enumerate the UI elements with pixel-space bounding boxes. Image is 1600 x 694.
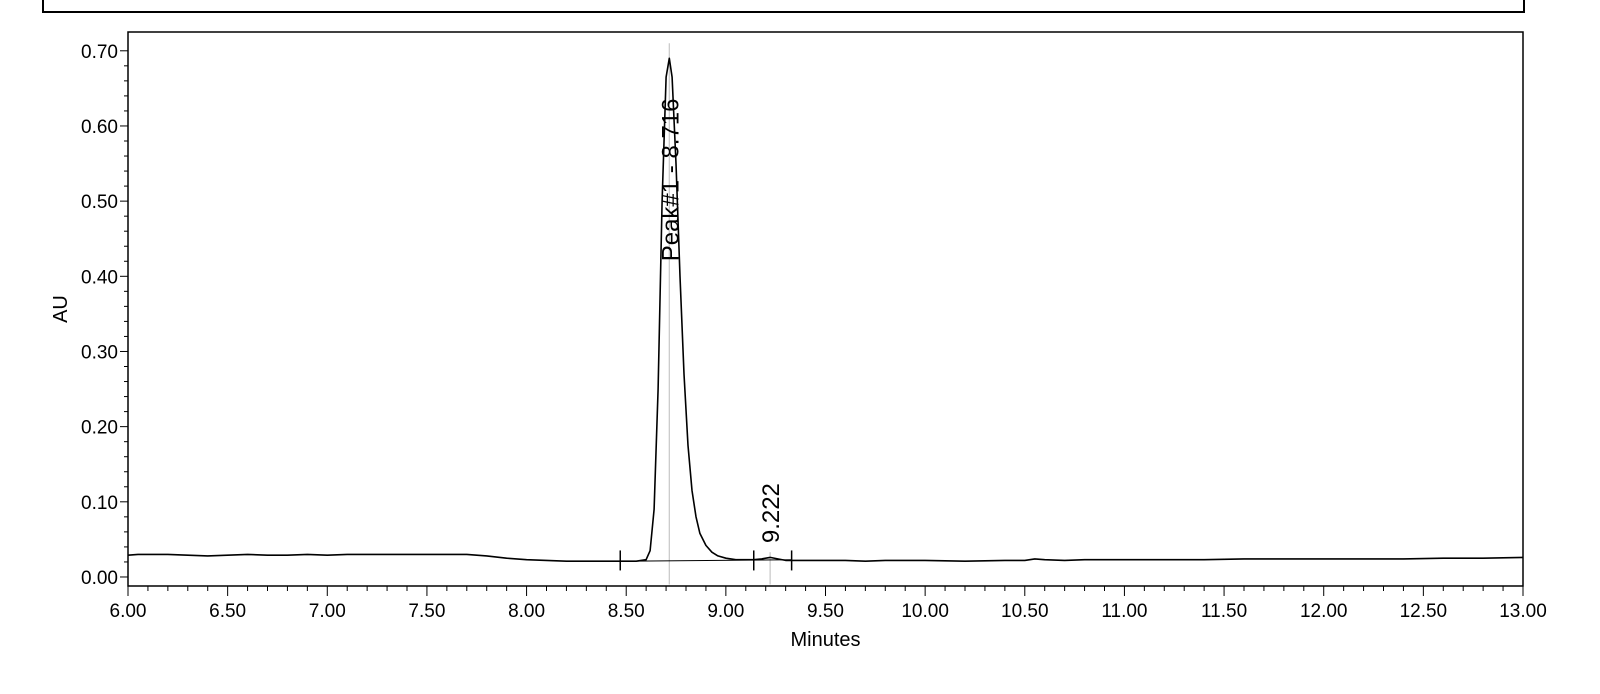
y-tick-label: 0.00 bbox=[81, 568, 118, 589]
x-tick-label: 13.00 bbox=[1499, 601, 1547, 622]
x-axis-title: Minutes bbox=[790, 629, 860, 651]
y-tick-label: 0.60 bbox=[81, 117, 118, 138]
peak-labels: Peak#1 - 8.716 9.222 bbox=[657, 98, 785, 543]
x-tick-label: 11.50 bbox=[1201, 601, 1247, 622]
y-tick-label: 0.20 bbox=[81, 418, 118, 439]
x-tick-label: 8.00 bbox=[508, 601, 545, 622]
x-tick-label: 8.50 bbox=[608, 601, 645, 622]
series-line bbox=[127, 57, 1524, 562]
integration-marks bbox=[619, 550, 793, 571]
x-tick-label: 10.50 bbox=[1001, 601, 1049, 622]
header-frame bbox=[42, 0, 1525, 13]
x-tick-label: 9.00 bbox=[707, 601, 744, 622]
x-tick-label: 6.50 bbox=[209, 601, 246, 622]
y-tick-label: 0.40 bbox=[81, 267, 118, 288]
x-axis: 6.00 6.50 7.00 7.50 8.00 8.50 9.00 9.50 10.00 10.… bbox=[110, 586, 1547, 622]
y-tick-label: 0.30 bbox=[81, 342, 118, 363]
x-tick-label: 7.00 bbox=[309, 601, 346, 622]
integration-baseline bbox=[620, 559, 792, 562]
x-tick-label: 7.50 bbox=[408, 601, 445, 622]
y-tick-label: 0.50 bbox=[81, 192, 118, 213]
x-tick-label: 11.00 bbox=[1101, 601, 1147, 622]
peak-label: Peak#1 - 8.716 bbox=[657, 98, 684, 261]
y-axis-title: AU bbox=[50, 295, 72, 323]
plot-border bbox=[127, 31, 1524, 587]
y-tick-label: 0.70 bbox=[81, 42, 118, 63]
y-tick-label: 0.10 bbox=[81, 493, 118, 514]
plot-frame bbox=[127, 31, 1524, 587]
x-tick-label: 10.00 bbox=[901, 601, 949, 622]
y-axis: 0.00 0.10 0.20 0.30 0.40 0.50 0.60 0.70 bbox=[81, 42, 128, 589]
x-tick-label: 12.00 bbox=[1300, 601, 1348, 622]
x-tick-label: 9.50 bbox=[807, 601, 844, 622]
series-group bbox=[127, 43, 1524, 585]
peak-label: 9.222 bbox=[758, 483, 785, 543]
x-tick-label: 6.00 bbox=[110, 601, 147, 622]
x-tick-label: 12.50 bbox=[1400, 601, 1448, 622]
